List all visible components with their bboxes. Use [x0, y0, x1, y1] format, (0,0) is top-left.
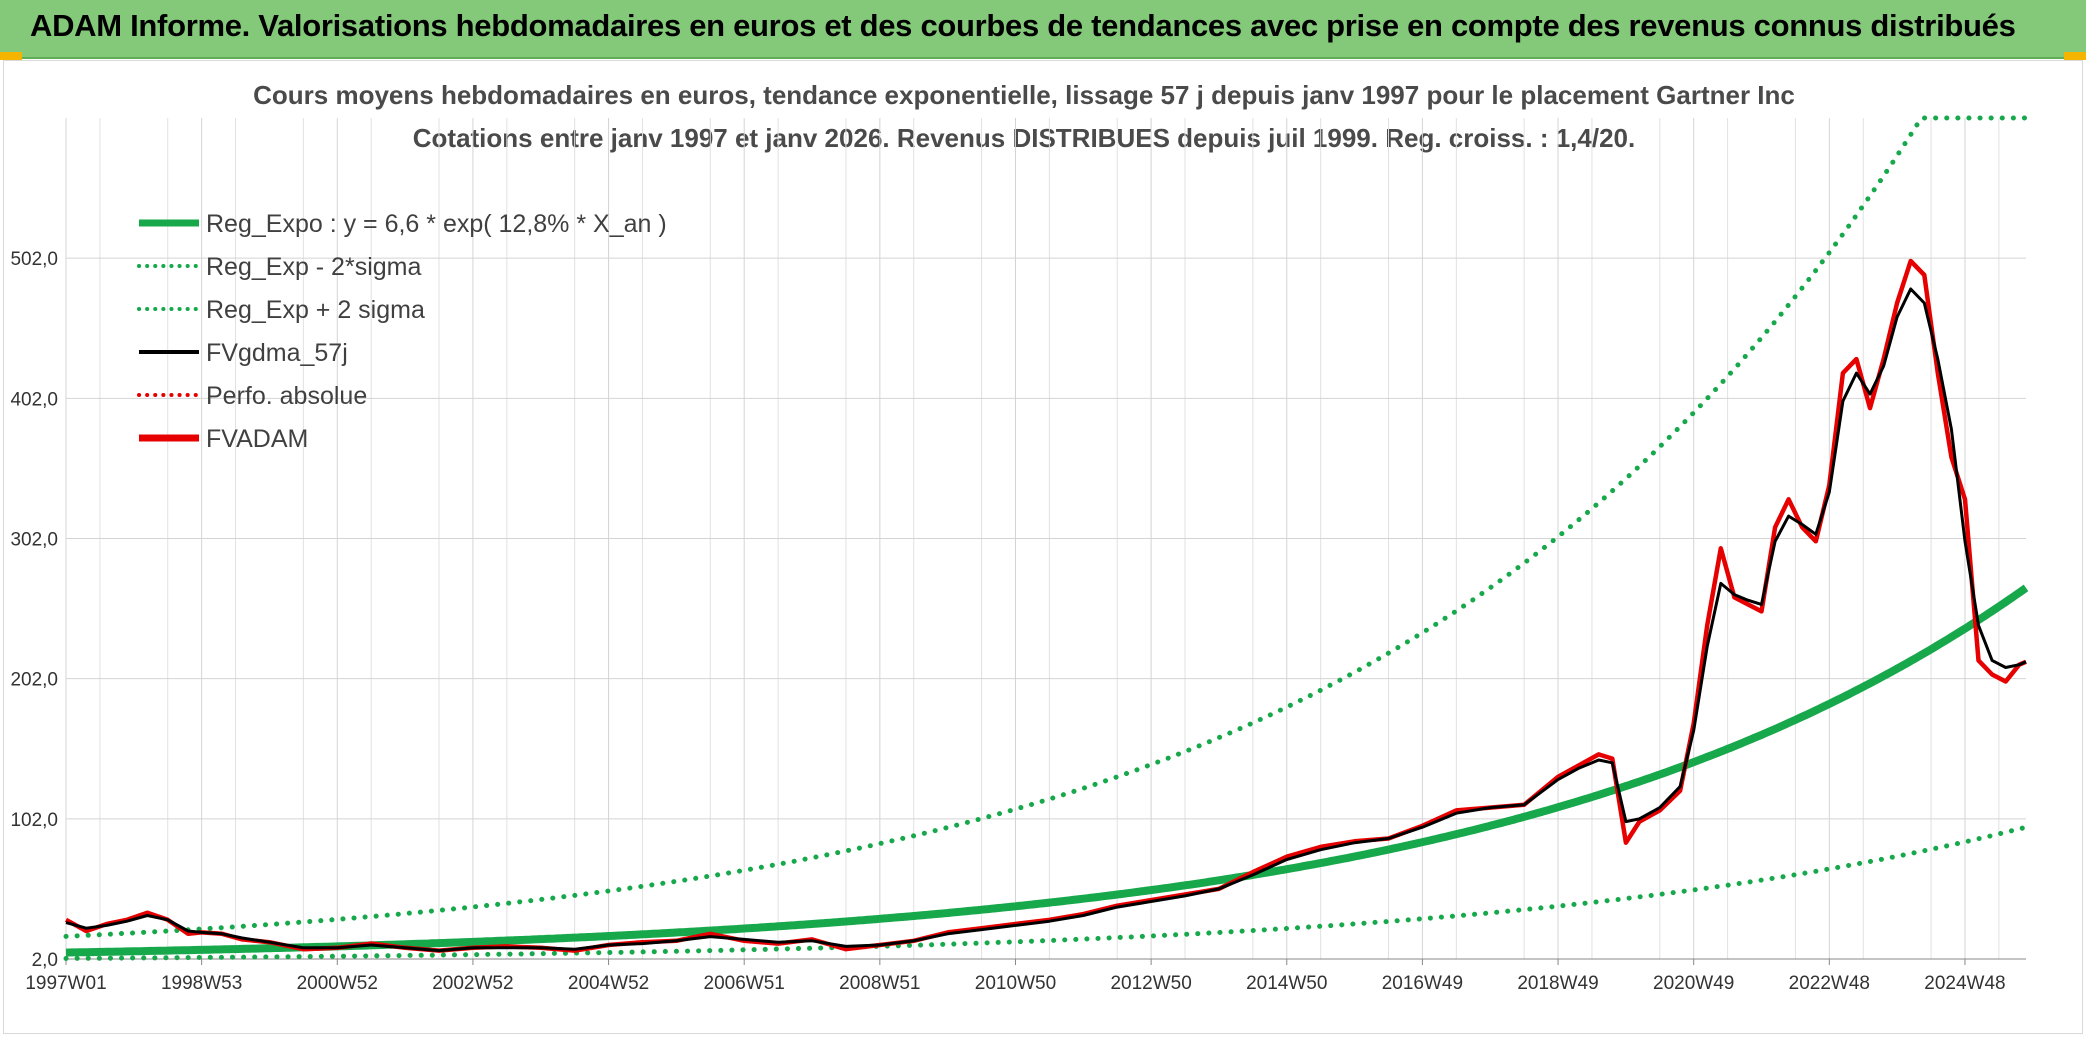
legend-label: FVADAM — [206, 425, 308, 453]
x-tick-label: 1998W53 — [161, 973, 242, 994]
chart-area: Cours moyens hebdomadaires en euros, ten… — [3, 60, 2083, 1034]
x-tick-label: 2016W49 — [1382, 973, 1463, 994]
x-tick-label: 2018W49 — [1517, 973, 1598, 994]
x-tick-label: 2000W52 — [297, 973, 378, 994]
corner-marker-left — [0, 52, 22, 60]
x-tick-label: 2010W50 — [975, 973, 1056, 994]
legend-label: Reg_Exp - 2*sigma — [206, 253, 421, 281]
series-fvgdma-57j — [65, 287, 2027, 953]
y-tick-label: 402,0 — [10, 389, 58, 410]
axes: 2,0 102,0 202,0 302,0 402,0 502,0 1997W01 1998W… — [10, 249, 2026, 994]
series-fvadam — [64, 258, 2027, 953]
y-tick-label: 2,0 — [32, 950, 58, 971]
legend: Reg_Expo : y = 6,6 * exp( 12,8% * X_an )… — [137, 210, 667, 453]
legend-label: FVgdma_57j — [206, 339, 348, 367]
x-tick-label: 2020W49 — [1653, 973, 1734, 994]
y-tick-label: 202,0 — [10, 670, 58, 691]
line-chart: Cours moyens hebdomadaires en euros, ten… — [10, 80, 2029, 994]
y-tick-label: 102,0 — [10, 810, 58, 831]
chart-title: Cours moyens hebdomadaires en euros, ten… — [253, 80, 1795, 110]
x-tick-label: 1997W01 — [25, 973, 106, 994]
x-tick-label: 2012W50 — [1110, 973, 1191, 994]
x-tick-label: 2002W52 — [432, 973, 513, 994]
corner-marker-right — [2064, 52, 2086, 60]
series-reg-expo — [65, 584, 2029, 957]
x-tick-label: 2024W48 — [1924, 973, 2005, 994]
x-tick-label: 2014W50 — [1246, 973, 1327, 994]
report-title: ADAM Informe. Valorisations hebdomadaire… — [30, 8, 2016, 43]
legend-label: Perfo. absolue — [206, 382, 367, 410]
legend-label: Reg_Expo : y = 6,6 * exp( 12,8% * X_an ) — [206, 210, 667, 238]
chart-subtitle: Cotations entre janv 1997 et janv 2026. … — [413, 123, 1635, 153]
y-tick-label: 502,0 — [10, 249, 58, 270]
gridlines — [65, 118, 2026, 960]
x-tick-label: 2022W48 — [1789, 973, 1870, 994]
series-reg-exp-plus-2sigma — [63, 115, 2029, 939]
x-tick-label: 2006W51 — [704, 973, 785, 994]
series-group — [63, 115, 2029, 961]
series-reg-exp-minus-2sigma — [63, 824, 2029, 961]
legend-label: Reg_Exp + 2 sigma — [206, 296, 425, 324]
x-tick-label: 2008W51 — [839, 973, 920, 994]
report-header: ADAM Informe. Valorisations hebdomadaire… — [0, 0, 2086, 59]
y-tick-label: 302,0 — [10, 530, 58, 551]
x-tick-label: 2004W52 — [568, 973, 649, 994]
